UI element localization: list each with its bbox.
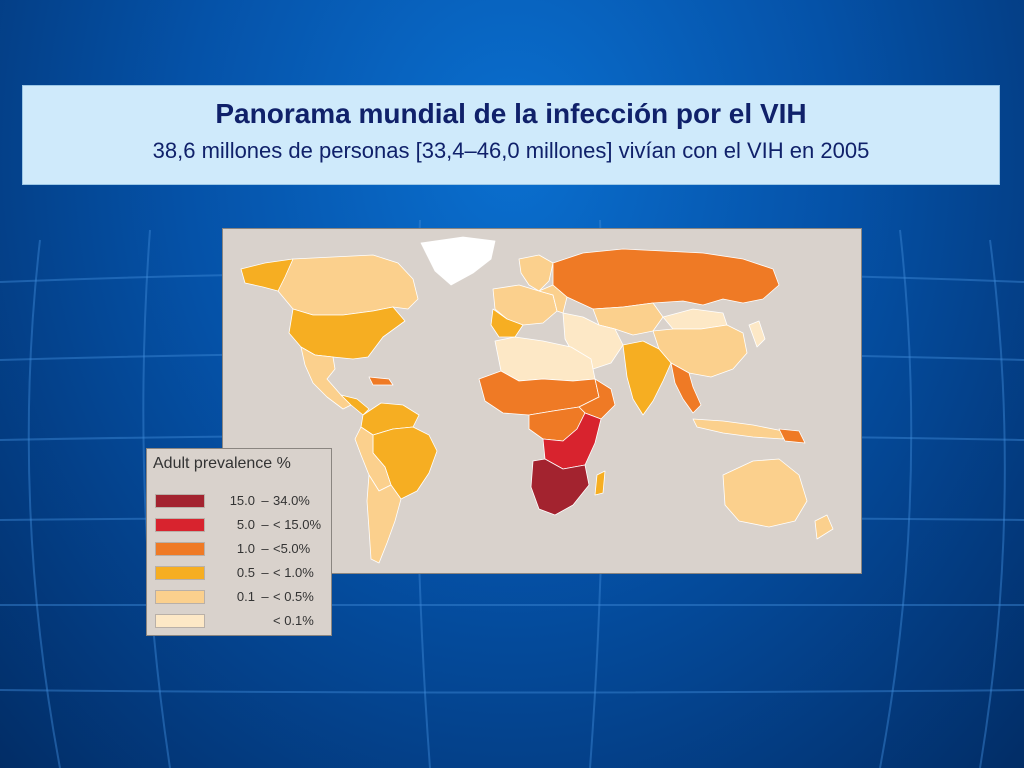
legend-swatch [155, 542, 205, 556]
slide-title: Panorama mundial de la infección por el … [215, 98, 807, 129]
region-papua [778, 428, 806, 444]
region-korea-japan [748, 320, 766, 348]
legend-range-high: < 0.1% [273, 613, 314, 628]
region-indonesia [692, 418, 784, 440]
region-alaska [240, 258, 294, 292]
slide-subtitle: 38,6 millones de personas [33,4–46,0 mil… [152, 138, 870, 163]
region-greenland [420, 236, 496, 286]
legend-range-low: 0.5 [236, 565, 255, 580]
region-scandinavia [518, 254, 554, 292]
legend-range-low: 5.0 [236, 517, 255, 532]
region-argentina-chile [366, 474, 402, 564]
legend-range-low: 15.0 [229, 493, 255, 508]
legend-item: < 0.1% [155, 613, 331, 629]
legend-range-high: 34.0% [273, 493, 310, 508]
legend-title: Adult prevalence % [153, 455, 291, 472]
legend-range-separator: – [261, 589, 269, 604]
legend-range-separator: – [261, 541, 269, 556]
legend-swatch [155, 566, 205, 580]
legend-swatch [155, 494, 205, 508]
region-central-america [340, 394, 370, 416]
legend-swatch [155, 518, 205, 532]
map-legend: Adult prevalence % 15.0 – 34.0% 5.0 – < … [146, 448, 332, 636]
legend-range-separator: – [261, 493, 269, 508]
region-india [622, 340, 672, 416]
region-western-europe [492, 284, 558, 326]
region-southern-africa [530, 458, 590, 516]
region-new-zealand [814, 514, 834, 540]
legend-swatch [155, 590, 205, 604]
region-southeast-asia [670, 362, 702, 414]
legend-range-low: 1.0 [236, 541, 255, 556]
region-caribbean [368, 376, 394, 386]
legend-range-separator: – [261, 517, 269, 532]
region-madagascar [594, 470, 606, 496]
legend-range-separator: – [261, 565, 269, 580]
legend-item: 1.0 – <5.0% [155, 541, 331, 557]
legend-swatch [155, 614, 205, 628]
legend-range-high: < 15.0% [273, 517, 322, 532]
legend-item: 5.0 – < 15.0% [155, 517, 331, 533]
region-mongolia [662, 308, 728, 330]
legend-range-high: < 0.5% [273, 589, 314, 604]
legend-range-high: < 1.0% [273, 565, 314, 580]
legend-range-high: <5.0% [273, 541, 311, 556]
region-russia [552, 248, 780, 310]
legend-item: 0.5 – < 1.0% [155, 565, 331, 581]
legend-range-low: 0.1 [236, 589, 255, 604]
legend-item: 15.0 – 34.0% [155, 493, 331, 509]
title-box: Panorama mundial de la infección por el … [22, 85, 1000, 185]
region-australia [722, 458, 808, 528]
legend-item: 0.1 – < 0.5% [155, 589, 331, 605]
